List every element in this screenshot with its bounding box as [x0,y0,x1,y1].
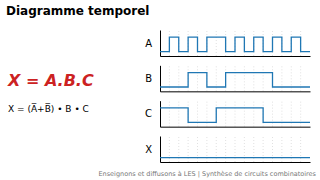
y-axis-line [160,101,161,127]
x-axis-line [161,91,311,92]
chart: Diagramme temporel X = A.B.C X = (A̅+B̅) •… [0,0,320,180]
grid-line [235,101,236,127]
grid-line [225,101,226,127]
y-axis-line [160,66,161,92]
grid-line [244,101,245,127]
x-axis [161,91,311,92]
grid-line [235,65,236,91]
plot-area [160,73,310,87]
x-axis [161,162,311,163]
x-axis [161,127,311,128]
signal-line [160,73,310,87]
y-axis [160,101,161,127]
y-axis [160,66,161,92]
grid-line [253,101,254,127]
grid-line [253,65,254,91]
signal-line [160,108,310,122]
grid-line [216,30,217,56]
y-axis [160,31,161,57]
grid-line [197,65,198,91]
plot-area [160,108,310,122]
row: B [145,65,310,92]
row: X [145,136,310,163]
x-axis-line [161,162,311,163]
x-axis-line [161,56,311,57]
row: A [145,30,310,57]
annotation: X = A.B.C [7,71,94,90]
y-axis-line [160,137,161,163]
signal-line [160,157,310,158]
plot-area [160,37,310,51]
grid-line [178,101,179,127]
row: C [145,101,310,128]
grid-line [263,65,264,91]
row-label: A [145,38,152,49]
annotation: Enseignons et diffusons à LES | Synthèse… [99,170,317,178]
grid-line [169,101,170,127]
signal-line [160,37,310,51]
y-axis-line [160,31,161,57]
y-axis [160,137,161,163]
row-label: C [145,108,152,119]
grid-line [244,65,245,91]
x-axis [161,56,311,57]
title: Diagramme temporel [6,4,149,18]
x-axis-line [161,127,311,128]
plot-area [160,157,310,158]
row-label: X [145,144,152,155]
row-label: B [145,73,152,84]
annotation: X = (A̅+B̅) • B • C [8,103,89,114]
